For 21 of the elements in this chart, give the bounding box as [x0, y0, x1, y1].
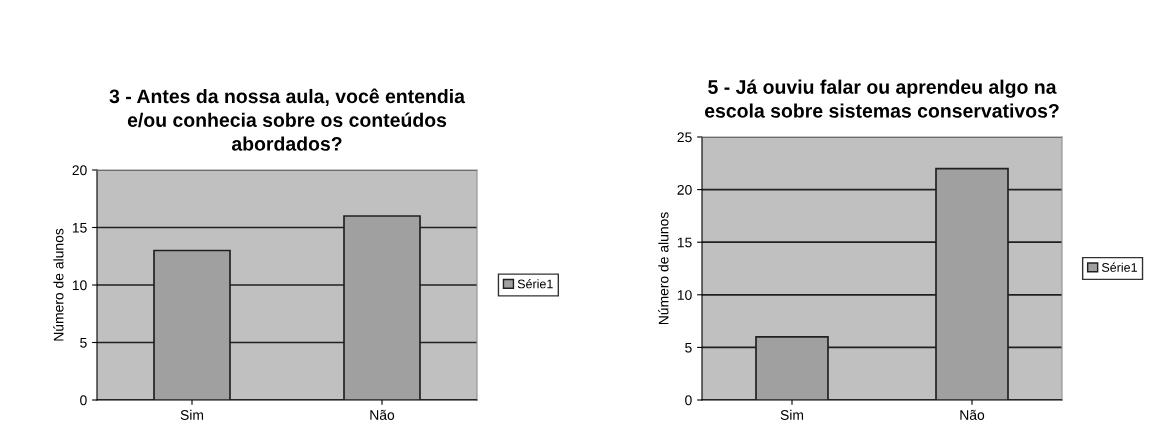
y-axis-title: Número de alunos — [53, 228, 64, 341]
y-tick-label: 15 — [677, 237, 692, 248]
x-tick-label: Não — [960, 409, 985, 420]
x-tick-label: Sim — [180, 409, 204, 420]
y-axis-title: Número de alunos — [658, 212, 669, 325]
y-tick-label: 20 — [72, 165, 87, 176]
x-tick-label: Sim — [780, 409, 804, 420]
y-tick-label: 0 — [80, 395, 87, 406]
y-tick-label: 10 — [677, 290, 692, 300]
chart-title: 5 - Já ouviu falar ou aprendeu algo na escola sobre sistemas conservativos? — [704, 79, 1059, 118]
legend-label: Série1 — [1101, 262, 1137, 272]
y-tick-label: 5 — [685, 342, 692, 353]
chart-title: 3 - Antes da nossa aula, você entendia e/ou conhecia sobre os conteúdos abordados? — [109, 88, 466, 151]
y-tick-label: 15 — [72, 222, 87, 233]
y-tick-label: 0 — [685, 395, 692, 406]
y-tick-label: 5 — [80, 337, 87, 348]
x-tick-label: Não — [370, 409, 395, 420]
y-tick-label: 25 — [677, 132, 692, 143]
y-tick-label: 20 — [677, 184, 692, 195]
y-tick-label: 10 — [72, 280, 87, 291]
legend-label: Série1 — [517, 279, 553, 289]
